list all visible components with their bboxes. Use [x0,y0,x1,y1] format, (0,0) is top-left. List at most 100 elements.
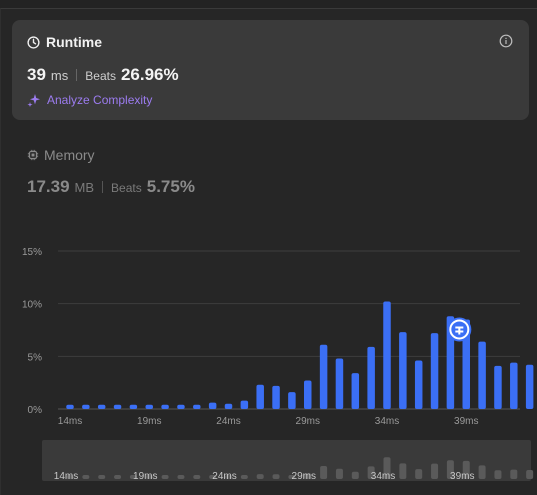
x-tick-label: 19ms [137,416,161,427]
bar[interactable] [240,400,249,409]
overview-tick-label: 19ms [133,471,157,482]
runtime-title: Runtime [46,34,102,50]
bar[interactable] [510,362,518,409]
runtime-card[interactable]: Runtime 39 ms Beats 26.96% Analyze Compl… [12,20,529,120]
overview-bar [320,465,328,479]
bar[interactable] [478,341,486,409]
bar[interactable] [161,404,169,409]
runtime-header: Runtime [27,34,102,50]
x-tick-label: 29ms [296,416,320,427]
runtime-beats-value: 26.96% [120,65,179,84]
clock-icon [27,35,40,49]
bar[interactable] [446,316,455,409]
bar[interactable] [399,332,407,409]
overview-bar [478,465,486,479]
chip-icon [27,149,39,161]
overview-bar [161,475,169,479]
x-tick-label: 24ms [216,416,240,427]
bar[interactable] [494,365,502,409]
overview-bar [225,475,232,479]
overview-bar [304,473,312,479]
memory-unit: MB [74,180,95,195]
overview-bar [462,460,470,479]
bar[interactable] [224,403,233,409]
memory-beats-label: Beats [111,181,142,195]
overview-bar [256,474,264,479]
overview-bar [272,474,280,479]
overview-bar [82,475,90,479]
memory-header[interactable]: Memory [27,147,95,163]
overview-bar [98,475,106,479]
overview-bar [494,470,502,479]
overview-bar [209,475,217,479]
bar[interactable] [383,301,391,409]
overview-tick-label: 29ms [292,471,316,482]
overview-bar [367,466,375,479]
bar[interactable] [462,319,471,409]
overview-tick-label: 14ms [54,471,78,482]
overview-bar [66,475,74,479]
bar[interactable] [288,392,296,409]
overview-bar [526,470,534,479]
overview-bar [399,463,407,479]
bar[interactable] [145,404,154,409]
analyze-complexity-link[interactable]: Analyze Complexity [27,93,152,107]
bar[interactable] [304,380,312,409]
runtime-beats-label: Beats [85,69,116,83]
memory-stats: 17.39 MB Beats 5.75% [27,177,195,197]
overview-bar [431,463,439,479]
bar[interactable] [208,402,217,409]
bar[interactable] [193,404,201,409]
overview-tick-label: 34ms [371,471,395,482]
overview-bar [335,468,343,479]
bar[interactable] [66,404,74,409]
bar[interactable] [525,364,534,409]
overview-bar [114,475,122,479]
bar[interactable] [97,404,106,409]
bar[interactable] [113,404,122,409]
overview-bar [240,475,248,479]
overview-bar [177,475,185,479]
divider [76,69,78,81]
overview-bar [193,475,201,479]
memory-value: 17.39 [27,177,70,196]
y-tick-label: 15% [22,247,42,258]
overview-tick-label: 24ms [212,471,236,482]
y-tick-label: 10% [22,300,42,311]
overview-bar [446,460,454,479]
bar[interactable] [129,404,138,409]
x-tick-label: 14ms [58,416,82,427]
bar[interactable] [82,404,90,409]
y-tick-label: 5% [28,352,43,363]
overview-tick-label: 39ms [450,471,474,482]
bar[interactable] [256,384,264,409]
chart-overview[interactable] [42,440,531,481]
memory-beats-value: 5.75% [146,177,195,196]
bar[interactable] [272,385,280,409]
bar[interactable] [177,404,185,409]
overview-bar [510,469,518,479]
x-tick-label: 39ms [454,416,478,427]
runtime-value: 39 [27,65,46,84]
runtime-unit: ms [50,68,69,83]
memory-title: Memory [44,147,95,163]
overview-bar [288,475,296,479]
user-avatar-icon[interactable] [447,317,472,342]
runtime-stats: 39 ms Beats 26.96% [27,65,179,85]
sparkle-icon [27,94,40,107]
divider [102,181,104,193]
overview-bar [129,475,137,479]
bar[interactable] [319,344,328,409]
bar[interactable] [367,346,375,409]
overview-bar [145,475,153,479]
overview-bar [415,469,423,479]
bar[interactable] [335,358,344,409]
bar[interactable] [414,360,423,409]
bar[interactable] [351,373,360,409]
overview-bar [351,471,359,479]
overview-bar [383,457,391,479]
bar[interactable] [430,333,439,409]
info-icon[interactable] [499,34,513,48]
x-tick-label: 34ms [375,416,399,427]
